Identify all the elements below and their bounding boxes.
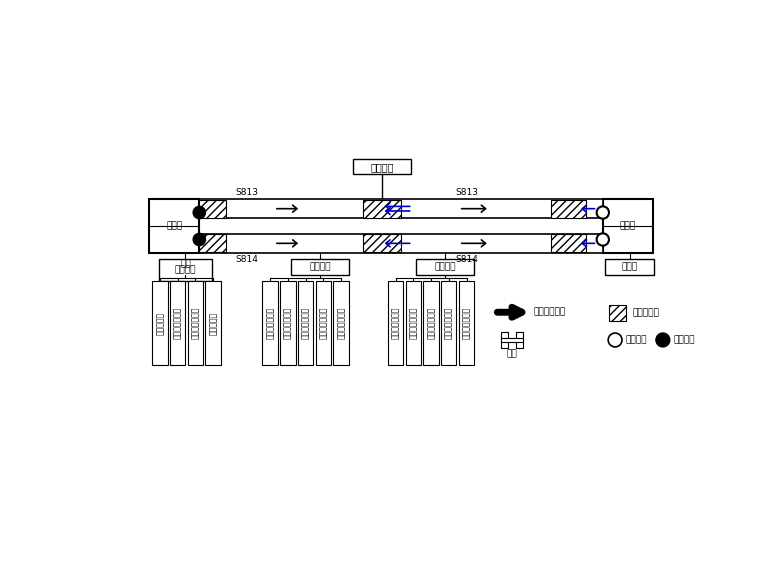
Text: 矿山法隙道: 矿山法隙道 (632, 308, 659, 318)
Bar (423, 281, 439, 365)
Text: 矿山工区: 矿山工区 (434, 262, 456, 272)
Bar (298, 281, 313, 365)
Bar (334, 281, 349, 365)
Bar (459, 281, 474, 365)
Text: 矿山施工作业队: 矿山施工作业队 (391, 307, 401, 339)
Bar (353, 159, 411, 174)
Circle shape (193, 233, 205, 245)
Text: S813: S813 (236, 189, 258, 198)
Text: 围护结构作业队: 围护结构作业队 (173, 307, 182, 339)
Text: S813: S813 (455, 189, 478, 198)
Circle shape (597, 206, 609, 219)
Text: 盾构施工作业队: 盾构施工作业队 (318, 307, 328, 339)
Text: 施工発井: 施工発井 (370, 162, 394, 172)
Bar (363, 235, 401, 252)
Text: 结构作业队: 结构作业队 (209, 311, 217, 335)
Bar (516, 332, 523, 348)
Bar (188, 281, 203, 365)
Bar (280, 281, 296, 365)
Circle shape (608, 333, 622, 347)
Text: 明挖车站: 明挖车站 (175, 265, 196, 274)
Text: 中新站: 中新站 (619, 222, 636, 231)
Bar (199, 235, 226, 252)
Text: 矿山配合作业队: 矿山配合作业队 (409, 307, 418, 339)
Bar (149, 199, 199, 253)
Bar (199, 233, 603, 253)
Bar (262, 281, 278, 365)
Circle shape (193, 206, 205, 219)
Text: 矿山配合作业队: 矿山配合作业队 (462, 307, 471, 339)
Bar (388, 281, 404, 365)
Bar (152, 281, 168, 365)
Bar (159, 259, 212, 281)
Circle shape (597, 233, 609, 245)
Text: 镇龙站: 镇龙站 (166, 222, 182, 231)
Bar (551, 235, 586, 252)
Text: S814: S814 (236, 254, 258, 264)
Bar (501, 332, 508, 348)
Text: S814: S814 (455, 254, 478, 264)
Text: 盾构接收: 盾构接收 (626, 336, 648, 344)
Text: 中间発井作业队: 中间発井作业队 (301, 307, 310, 339)
Bar (551, 200, 586, 218)
Bar (199, 200, 226, 218)
Text: 土方作业队: 土方作业队 (156, 311, 165, 335)
Text: 盾构配合作业队: 盾构配合作业队 (283, 307, 293, 339)
Bar (205, 281, 221, 365)
Text: 施工発井作业队: 施工発井作业队 (426, 307, 435, 339)
Bar (609, 304, 626, 321)
Bar (603, 199, 653, 253)
Bar (605, 259, 654, 274)
Text: 矿山施工作业队: 矿山施工作业队 (445, 307, 453, 339)
Text: 盾构工区: 盾构工区 (309, 262, 331, 272)
Bar (199, 199, 603, 218)
Bar (363, 200, 401, 218)
Text: 防水施工作业队: 防水施工作业队 (191, 307, 200, 339)
Bar (170, 281, 185, 365)
Circle shape (656, 333, 670, 347)
Text: 盾构配合作业队: 盾构配合作业队 (337, 307, 346, 339)
Text: 盾构施工作业队: 盾构施工作业队 (266, 307, 274, 339)
Bar (416, 259, 474, 274)
Text: 车站: 车站 (507, 349, 518, 358)
Text: 盾构始发: 盾构始发 (673, 336, 695, 344)
Text: 中新站: 中新站 (622, 262, 638, 272)
Bar (441, 281, 457, 365)
Text: 工区: 工区 (180, 259, 191, 268)
Bar (406, 281, 421, 365)
Text: 盾构掘进方向: 盾构掘进方向 (534, 308, 565, 317)
Bar (315, 281, 331, 365)
Bar (501, 337, 523, 343)
Bar (291, 259, 350, 274)
